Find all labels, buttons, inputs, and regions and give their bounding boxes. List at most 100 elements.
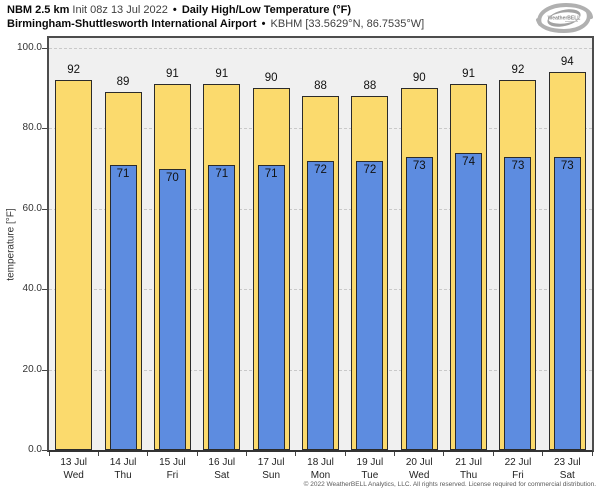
x-tick-date: 15 Jul bbox=[159, 457, 186, 468]
chart-header: NBM 2.5 km Init 08z 13 Jul 2022 • Daily … bbox=[7, 3, 424, 31]
x-tick-mark bbox=[97, 452, 99, 456]
x-tick-label: 13 Jul Wed bbox=[49, 457, 99, 482]
high-value-label: 90 bbox=[412, 72, 426, 85]
x-tick-day: Wed bbox=[409, 469, 430, 481]
low-value-label: 72 bbox=[363, 163, 377, 176]
high-value-label: 90 bbox=[264, 72, 278, 85]
x-tick-day: Sat bbox=[214, 469, 230, 481]
x-tick-date: 19 Jul bbox=[356, 457, 384, 468]
subtitle-separator: • bbox=[261, 18, 266, 30]
high-value-label: 91 bbox=[215, 68, 229, 81]
high-bar bbox=[55, 80, 93, 450]
title-separator: • bbox=[172, 4, 177, 16]
high-value-label: 89 bbox=[116, 76, 130, 89]
init-time: Init 08z 13 Jul 2022 bbox=[72, 4, 168, 16]
high-value-label: 88 bbox=[314, 80, 327, 93]
x-tick-mark bbox=[147, 452, 149, 456]
station-id-coordinates: KBHM [33.5629°N, 86.7535°W] bbox=[270, 18, 425, 30]
x-tick-day: Thu bbox=[459, 469, 478, 481]
copyright-notice: © 2022 WeatherBELL Analytics, LLC. All r… bbox=[303, 481, 596, 488]
y-tick-mark bbox=[42, 208, 47, 210]
product-title: Daily High/Low Temperature (°F) bbox=[181, 4, 352, 16]
low-bar bbox=[356, 160, 384, 450]
low-bar bbox=[553, 156, 581, 450]
x-tick-label: 15 Jul Fri bbox=[147, 457, 197, 482]
x-tick-mark bbox=[48, 452, 50, 456]
y-tick-label: 0.0 bbox=[28, 444, 42, 455]
x-tick-date: 20 Jul bbox=[405, 457, 433, 468]
low-bar bbox=[257, 164, 285, 450]
x-tick-day: Thu bbox=[114, 469, 132, 481]
high-value-label: 92 bbox=[67, 64, 81, 77]
x-tick-mark bbox=[542, 452, 544, 456]
y-tick-label: 80.0 bbox=[22, 122, 42, 134]
gridline bbox=[49, 48, 592, 50]
x-tick-mark bbox=[196, 452, 198, 456]
x-tick-label: 18 Jul Mon bbox=[296, 457, 346, 482]
low-bar bbox=[504, 156, 532, 450]
weatherbell-logo: WeatherBELL bbox=[536, 2, 593, 34]
y-tick-mark bbox=[42, 369, 47, 371]
title-line-1: NBM 2.5 km Init 08z 13 Jul 2022 • Daily … bbox=[7, 3, 424, 17]
x-tick-date: 16 Jul bbox=[208, 457, 236, 468]
logo-text: WeatherBELL bbox=[548, 16, 581, 22]
x-tick-mark bbox=[344, 452, 346, 456]
y-tick-mark bbox=[42, 450, 47, 451]
low-bar bbox=[307, 160, 334, 450]
low-bar bbox=[405, 156, 433, 450]
low-bar bbox=[158, 168, 186, 450]
y-tick-label: 20.0 bbox=[22, 363, 42, 375]
x-tick-date: 17 Jul bbox=[257, 457, 285, 468]
x-tick-date: 13 Jul bbox=[60, 457, 88, 468]
hurricane-swirl-icon: WeatherBELL bbox=[536, 2, 593, 34]
x-tick-date: 18 Jul bbox=[307, 457, 334, 468]
x-tick-day: Sun bbox=[262, 469, 281, 481]
x-tick-mark bbox=[295, 452, 297, 456]
station-name: Birmingham-Shuttlesworth International A… bbox=[7, 18, 257, 30]
x-tick-day: Wed bbox=[63, 469, 84, 481]
x-tick-mark bbox=[443, 452, 445, 456]
x-tick-day: Fri bbox=[166, 469, 179, 481]
low-value-label: 73 bbox=[511, 159, 525, 172]
low-value-label: 71 bbox=[116, 167, 130, 180]
y-tick-label: 40.0 bbox=[22, 283, 42, 295]
y-tick-mark bbox=[42, 48, 47, 50]
x-tick-label: 14 Jul Thu bbox=[98, 457, 148, 482]
low-value-label: 73 bbox=[560, 159, 574, 172]
x-tick-day: Sat bbox=[559, 469, 575, 481]
y-tick-label: 100.0 bbox=[16, 42, 42, 54]
high-value-label: 92 bbox=[511, 64, 525, 77]
x-tick-mark bbox=[394, 452, 396, 456]
x-tick-label: 22 Jul Fri bbox=[493, 457, 543, 482]
x-tick-label: 21 Jul Thu bbox=[444, 457, 494, 482]
low-value-label: 72 bbox=[314, 163, 327, 176]
x-tick-label: 19 Jul Tue bbox=[345, 457, 395, 482]
low-bar bbox=[109, 164, 137, 450]
x-tick-label: 20 Jul Wed bbox=[394, 457, 444, 482]
x-tick-date: 14 Jul bbox=[109, 457, 137, 468]
x-tick-mark bbox=[492, 452, 494, 456]
x-tick-mark bbox=[245, 452, 247, 456]
x-tick-mark bbox=[591, 452, 593, 456]
low-value-label: 71 bbox=[264, 167, 278, 180]
x-tick-date: 22 Jul bbox=[504, 457, 532, 468]
low-bar bbox=[455, 152, 483, 450]
low-value-label: 71 bbox=[215, 167, 229, 180]
x-tick-label: 16 Jul Sat bbox=[197, 457, 247, 482]
high-value-label: 91 bbox=[166, 68, 179, 81]
y-tick-mark bbox=[42, 289, 47, 291]
low-bar bbox=[208, 164, 236, 450]
high-value-label: 88 bbox=[363, 80, 377, 93]
x-tick-day: Tue bbox=[361, 469, 379, 481]
title-line-2: Birmingham-Shuttlesworth International A… bbox=[7, 17, 424, 31]
y-tick-mark bbox=[42, 128, 47, 130]
high-value-label: 94 bbox=[560, 56, 574, 69]
x-tick-day: Mon bbox=[310, 469, 331, 481]
low-value-label: 74 bbox=[462, 155, 475, 168]
model-name: NBM 2.5 km bbox=[7, 4, 70, 16]
low-value-label: 73 bbox=[412, 159, 426, 172]
x-tick-day: Fri bbox=[512, 469, 524, 481]
low-value-label: 70 bbox=[166, 171, 179, 184]
x-tick-label: 23 Jul Sat bbox=[542, 457, 592, 482]
